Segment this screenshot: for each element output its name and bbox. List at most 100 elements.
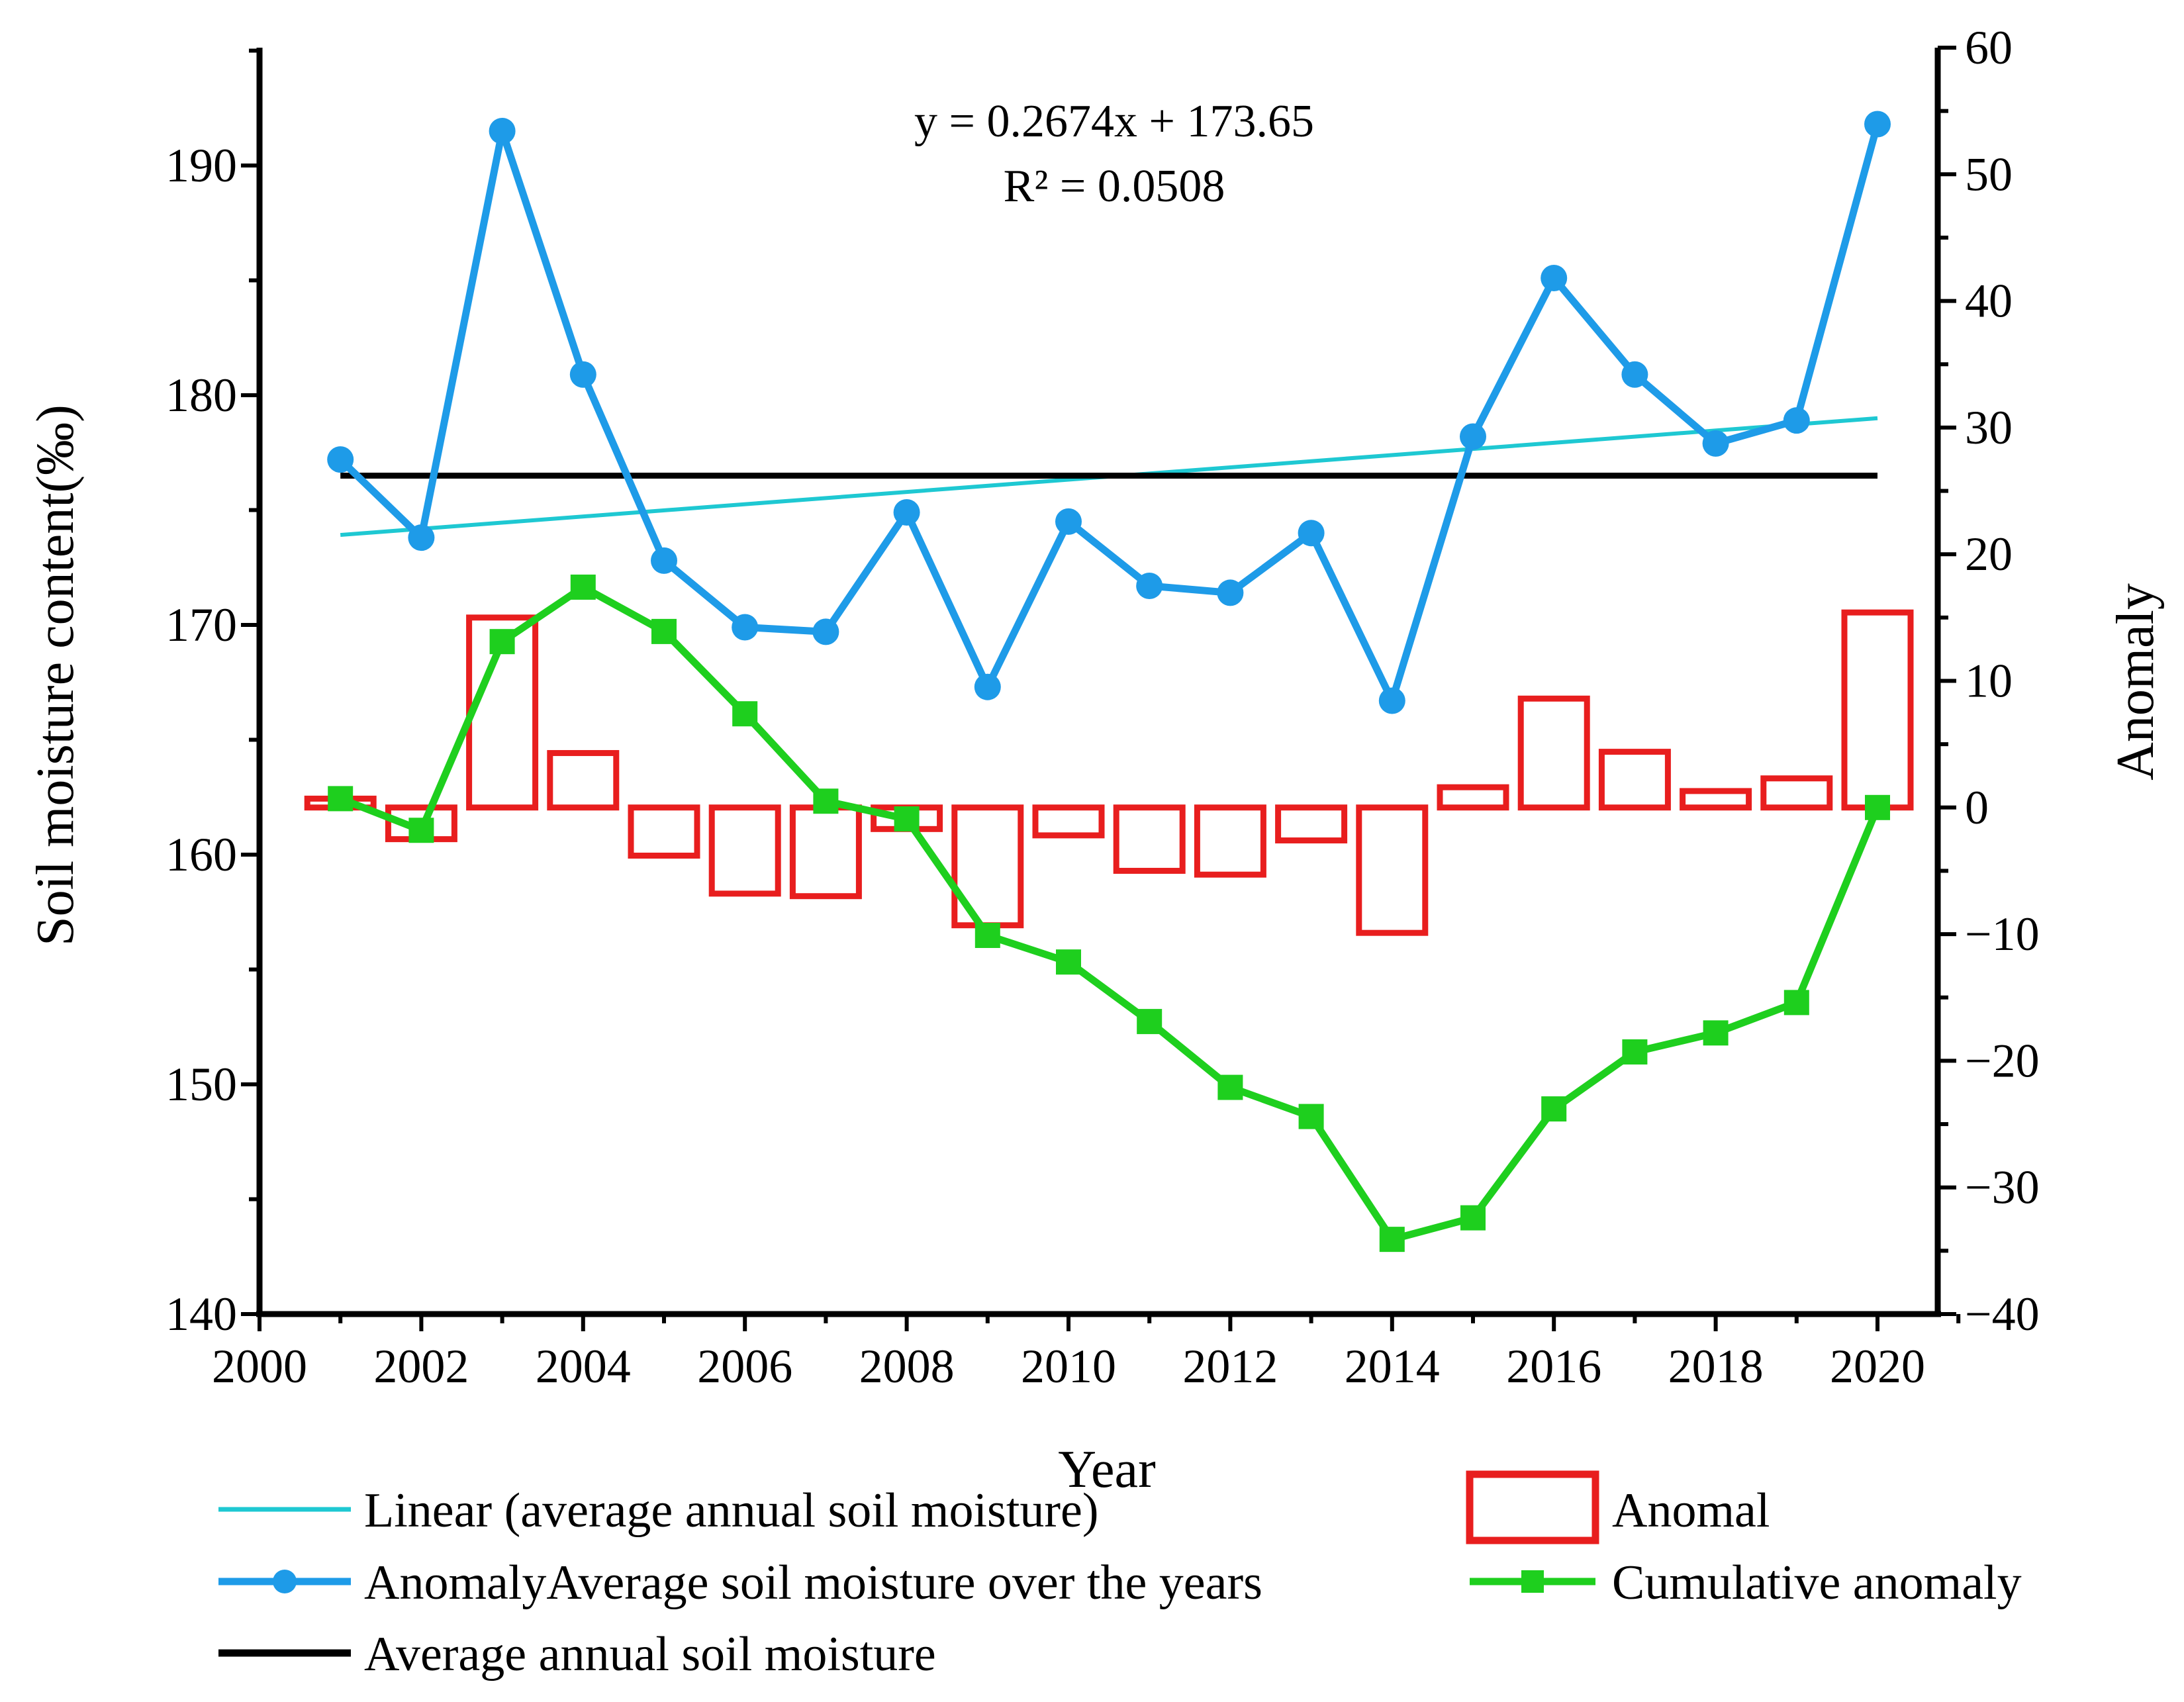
cumulative-anomaly-point — [894, 806, 920, 832]
x-tick-label: 2018 — [1668, 1340, 1764, 1393]
x-axis-title: Year — [1058, 1441, 1155, 1499]
x-tick-label: 2020 — [1830, 1340, 1925, 1393]
cumulative-anomaly-point — [1541, 1096, 1567, 1122]
y-left-tick-label: 180 — [166, 369, 237, 422]
legend: Linear (average annual soil moisture) An… — [218, 1470, 2022, 1681]
cumulative-anomaly-point — [732, 701, 758, 727]
anomaly-bar — [1356, 804, 1429, 936]
y-left-tick-label: 190 — [166, 139, 237, 192]
soil-moisture-point — [489, 117, 516, 144]
soil-moisture-point — [732, 614, 759, 641]
soil-moisture-point — [1783, 407, 1810, 434]
y-right-tick-label: 30 — [1965, 401, 2013, 454]
anomaly-bar — [708, 804, 781, 897]
legend-swatch-anomal — [1466, 1470, 1599, 1544]
anomaly-bar — [1032, 804, 1105, 839]
soil-moisture-point — [1217, 579, 1244, 606]
x-tick-label: 2012 — [1182, 1340, 1278, 1393]
y-left-tick-label: 150 — [166, 1058, 237, 1111]
anomaly-bar — [1841, 609, 1914, 811]
x-tick-label: 2000 — [212, 1340, 307, 1393]
axis-tick-labels: 2000 2002 2004 2006 2008 2010 2012 2014 2016 2018… — [166, 21, 2040, 1393]
cumulative-anomaly-line — [339, 583, 1881, 1243]
cumulative-anomaly-point — [1137, 1009, 1163, 1035]
soil-moisture-point — [651, 547, 677, 574]
plot-frame — [256, 48, 1941, 1317]
anomaly-bars — [304, 609, 1914, 936]
soil-moisture-point — [1541, 265, 1568, 292]
anomaly-bar — [1194, 804, 1266, 878]
cumulative-anomaly-point — [1298, 1104, 1324, 1129]
x-tick-label: 2008 — [859, 1340, 955, 1393]
x-tick-label: 2014 — [1345, 1340, 1440, 1393]
y-right-tick-label: 10 — [1965, 655, 2013, 708]
y-left-tick-label: 170 — [166, 598, 237, 651]
anomaly-bar — [1437, 784, 1509, 811]
x-tick-label: 2006 — [697, 1340, 792, 1393]
legend-marker-soil-moisture — [273, 1570, 297, 1593]
y-right-tick-label: 20 — [1965, 528, 2013, 581]
y-right-tick-label: 60 — [1965, 21, 2013, 74]
anomaly-bar — [1517, 695, 1590, 811]
cumulative-anomaly-point — [328, 786, 354, 812]
y-right-tick-label: −10 — [1965, 908, 2040, 961]
soil-moisture-point — [1621, 361, 1648, 388]
soil-moisture-point — [1136, 573, 1163, 600]
anomaly-bar — [1760, 775, 1833, 811]
soil-moisture-point — [327, 446, 354, 473]
axis-ticks — [241, 46, 1961, 1331]
legend-label-cumulative: Cumulative anomaly — [1612, 1556, 2022, 1610]
cumulative-anomaly-point — [1460, 1205, 1486, 1231]
x-tick-label: 2010 — [1021, 1340, 1116, 1393]
soil-moisture-line — [338, 123, 1881, 705]
cumulative-anomaly-point — [1703, 1020, 1729, 1046]
soil-moisture-point — [1298, 520, 1325, 547]
cumulative-anomaly-point — [489, 629, 515, 655]
x-tick-label: 2004 — [536, 1340, 631, 1393]
cumulative-anomaly-point — [651, 618, 677, 644]
cumulative-anomaly-point — [813, 788, 839, 814]
cumulative-anomaly-point — [1865, 794, 1890, 820]
soil-moisture-point — [569, 361, 596, 388]
series-lines — [338, 123, 1881, 1243]
soil-moisture-point — [974, 673, 1001, 700]
y-right-tick-label: 40 — [1965, 275, 2013, 328]
soil-moisture-point — [812, 618, 839, 645]
legend-marker-cumulative — [1521, 1570, 1544, 1593]
y-right-tick-label: −20 — [1965, 1034, 2040, 1087]
soil-moisture-point — [1055, 508, 1082, 535]
regression-r-squared: R² = 0.0508 — [1004, 161, 1225, 212]
cumulative-anomaly-point — [1217, 1074, 1243, 1100]
y-right-tick-label: 0 — [1965, 781, 1989, 834]
legend-label-linear: Linear (average annual soil moisture) — [364, 1484, 1099, 1538]
soil-moisture-point — [1702, 430, 1729, 457]
soil-moisture-point — [408, 524, 435, 551]
anomaly-bar — [1275, 804, 1348, 844]
anomaly-bar — [1680, 788, 1752, 811]
y-left-tick-label: 140 — [166, 1288, 237, 1341]
series-markers — [327, 111, 1891, 1253]
soil-moisture-point — [1378, 687, 1405, 714]
cumulative-anomaly-point — [570, 574, 596, 600]
y-axis-right-title: Anomaly — [2107, 583, 2165, 780]
anomaly-bar — [628, 804, 700, 859]
y-right-tick-label: −30 — [1965, 1161, 2040, 1214]
y-left-tick-label: 160 — [166, 828, 237, 881]
x-tick-label: 2016 — [1506, 1340, 1601, 1393]
soil-moisture-point — [1864, 111, 1891, 138]
cumulative-anomaly-point — [1056, 949, 1081, 975]
anomaly-bar — [1598, 749, 1671, 811]
cumulative-anomaly-point — [408, 818, 434, 843]
cumulative-anomaly-point — [1379, 1227, 1405, 1253]
y-axis-left-title: Soil moisture content(‰) — [26, 404, 85, 946]
cumulative-anomaly-point — [974, 923, 1000, 949]
regression-equation: y = 0.2674x + 173.65 — [914, 96, 1314, 147]
anomaly-bar — [789, 804, 862, 900]
legend-label-anomal: Anomal — [1612, 1484, 1770, 1538]
anomaly-bar — [547, 750, 620, 811]
x-tick-label: 2002 — [373, 1340, 469, 1393]
cumulative-anomaly-point — [1783, 990, 1809, 1016]
y-right-tick-label: −40 — [1965, 1288, 2040, 1341]
soil-moisture-point — [1460, 423, 1486, 450]
